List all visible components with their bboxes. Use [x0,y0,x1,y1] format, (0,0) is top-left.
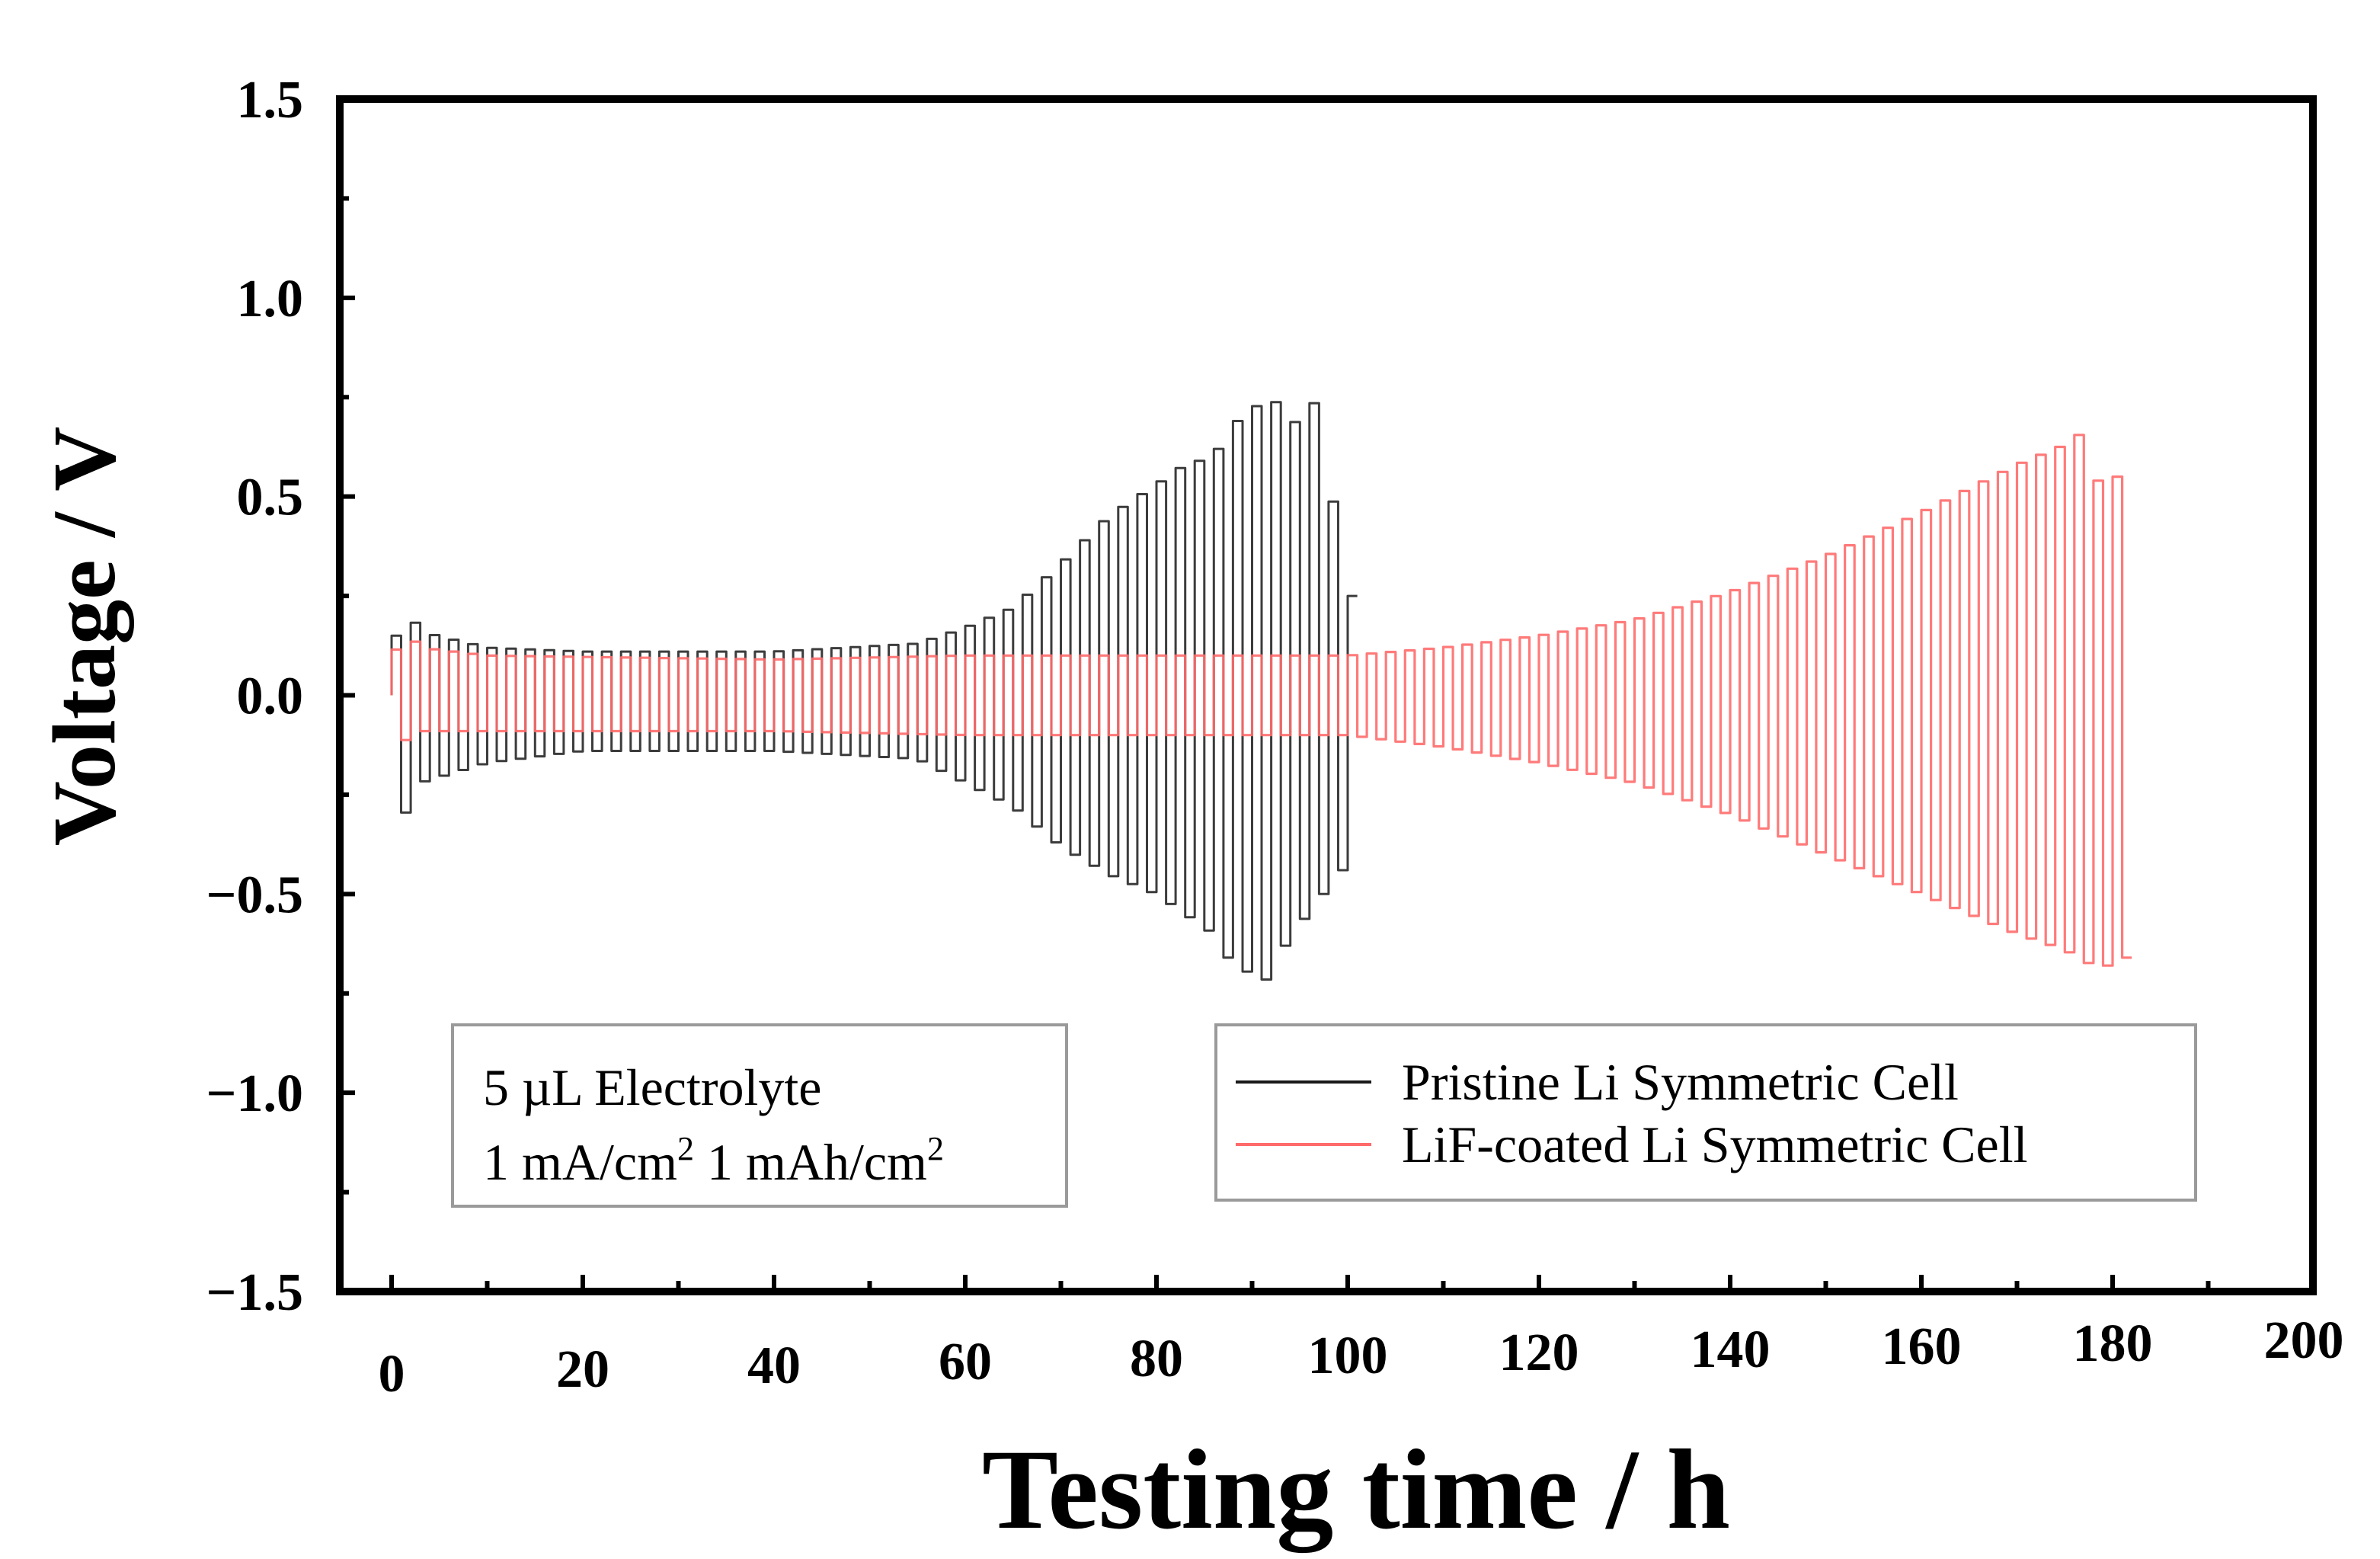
legend: Pristine Li Symmetric Cell LiF-coated Li… [1214,1023,2197,1202]
x-tick-label: 60 [939,1333,992,1391]
y-tick-label: 0.0 [237,667,304,726]
x-tick-label: 200 [2264,1311,2344,1370]
x-tick-label: 100 [1308,1327,1388,1385]
x-tick-label: 20 [556,1340,609,1399]
x-axis-title: Testing time / h [982,1426,1730,1553]
annotation-sup-1: 2 [677,1130,694,1167]
annotation-frame [451,1023,1068,1208]
y-tick-label: −1.0 [206,1064,303,1123]
y-axis-title: Voltage / V [34,427,134,847]
legend-frame [1214,1023,2197,1202]
legend-label-pristine: Pristine Li Symmetric Cell [1402,1053,1959,1111]
x-tick-label: 160 [1882,1317,1962,1376]
x-tick-label: 140 [1691,1321,1771,1379]
annotation-sup-2: 2 [927,1130,944,1167]
y-tick-label: 1.0 [237,270,304,328]
x-tick-label: 80 [1130,1330,1183,1388]
series-line-lif-coated-li-symmetric-cell [390,434,2132,967]
annotation-current-mid: 1 mAh/cm [694,1133,927,1191]
annotation-box: 5 µL Electrolyte 1 mA/cm2 1 mAh/cm2 [451,1023,1068,1208]
y-tick-label: −0.5 [206,866,303,924]
x-tick-label: 0 [379,1345,405,1404]
series-layer [390,401,2132,981]
annotation-current-pre: 1 mA/cm [483,1133,677,1191]
annotation-current: 1 mA/cm2 1 mAh/cm2 [483,1130,944,1191]
series-line-pristine-li-symmetric-cell [390,401,1358,981]
legend-label-lif-coated: LiF-coated Li Symmetric Cell [1402,1116,2027,1173]
x-tick-label: 120 [1499,1324,1579,1382]
x-tick-label: 40 [747,1337,801,1395]
y-tick-label: 1.5 [237,71,304,130]
y-tick-label: 0.5 [237,469,304,527]
x-tick-label: 180 [2073,1314,2153,1373]
y-tick-label: −1.5 [206,1263,303,1322]
annotation-electrolyte: 5 µL Electrolyte [483,1058,822,1116]
ticks-layer: 1.5 1.0 0.5 0.0 −0.5 −1.0 −1.5 0 20 40 60 80 100 120 1… [206,71,2344,1404]
